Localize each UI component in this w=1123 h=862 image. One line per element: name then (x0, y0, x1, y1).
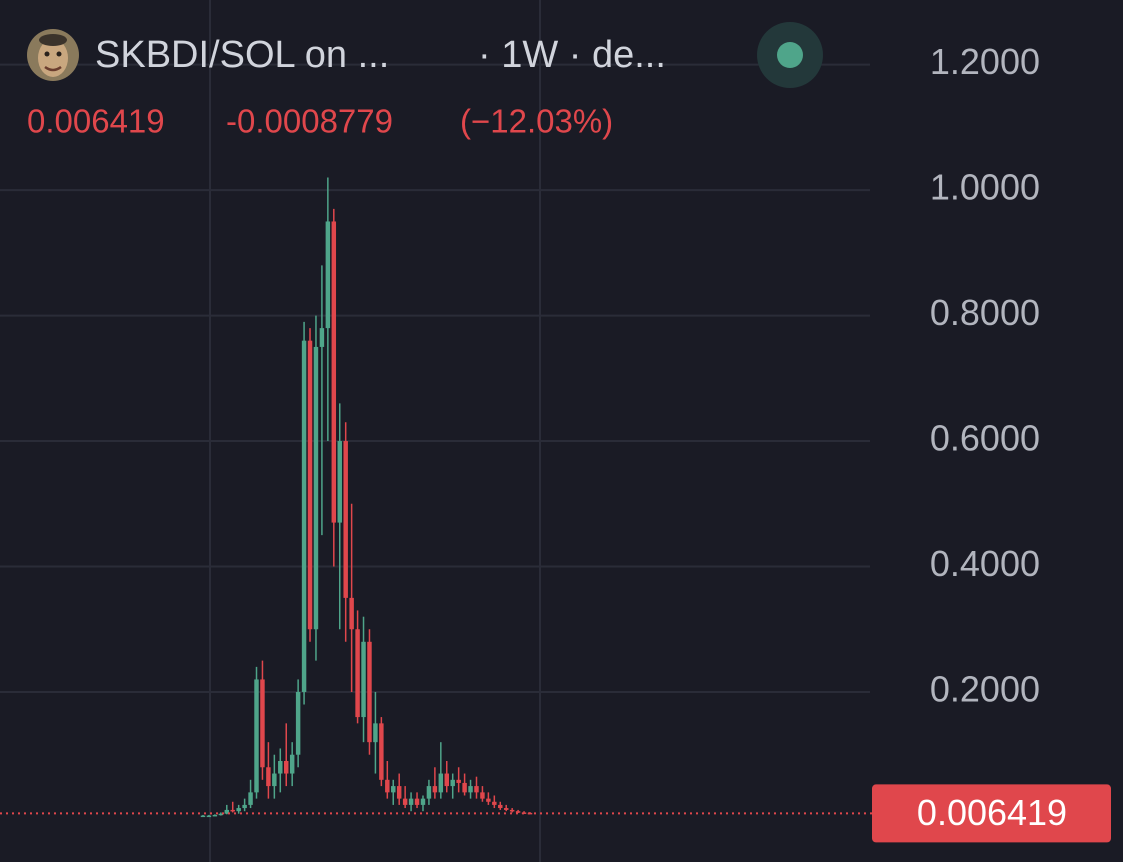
candle-body (462, 782, 467, 793)
candle-body (289, 754, 295, 774)
candle-body (420, 798, 426, 805)
chart-title: SKBDI/SOL on ... (95, 34, 389, 76)
candle-body (450, 779, 455, 787)
candle-body (337, 441, 342, 523)
candle-body (355, 629, 360, 718)
candle-body (527, 812, 533, 815)
candle-body (242, 804, 247, 809)
candle-body (272, 773, 277, 787)
price-change-percent: (−12.03%) (460, 103, 613, 140)
candle-body (444, 773, 449, 787)
candle-body (385, 779, 390, 793)
candle-body (200, 815, 206, 818)
candle-body (456, 779, 461, 783)
candle-body (278, 760, 283, 774)
candle-body (349, 597, 354, 630)
avatar-mouth (44, 65, 62, 72)
y-tick-label: 0.6000 (930, 418, 1040, 459)
candle-body (402, 798, 408, 805)
candle-body (492, 801, 497, 805)
candle-body (248, 792, 253, 805)
candle-body (301, 340, 307, 692)
candle-body (319, 328, 325, 347)
candle-body (498, 804, 503, 809)
candle-body (266, 767, 271, 787)
candle-body (254, 679, 259, 793)
last-price-tag-label: 0.006419 (917, 792, 1067, 833)
candle-body (521, 812, 527, 814)
y-tick-label: 0.4000 (930, 543, 1040, 584)
candles (200, 177, 533, 818)
candle-body (509, 809, 515, 812)
candle-body (391, 786, 396, 793)
candle-body (515, 811, 521, 813)
chart-subtitle: · 1W · de... (478, 34, 666, 76)
last-price: 0.006419 (27, 103, 165, 140)
candle-body (331, 221, 337, 523)
candle-body (313, 346, 319, 630)
candle-body (396, 786, 402, 799)
candle-body (206, 815, 212, 818)
candle-body (343, 441, 348, 598)
candle-body (284, 760, 289, 774)
candle-body (230, 809, 235, 812)
candle-body (236, 808, 241, 812)
price-change: -0.0008779 (226, 103, 393, 140)
y-tick-label: 0.2000 (930, 668, 1040, 709)
y-tick-label: 1.2000 (930, 41, 1040, 82)
last-price-tag (872, 784, 1111, 843)
candle-body (468, 786, 473, 793)
candle-body (432, 786, 438, 793)
avatar (27, 29, 79, 81)
candle-body (295, 691, 301, 755)
candle-body (325, 221, 331, 329)
candle-body (379, 723, 384, 780)
status-dot[interactable] (777, 42, 803, 68)
candle-body (438, 773, 444, 793)
candle-body (218, 813, 224, 816)
candle-body (224, 809, 230, 814)
candle-body (367, 641, 372, 743)
candle-body (373, 723, 378, 743)
candle-body (260, 679, 265, 768)
candle-body (486, 798, 491, 802)
price-tag: 0.006419 (0, 784, 1111, 843)
avatar-hair (39, 34, 67, 46)
candle-body (426, 786, 432, 799)
grid: 0.2000 0.4000 0.6000 0.8000 1.0000 1.2000 (0, 41, 1040, 709)
candle-body (503, 808, 509, 810)
candle-body (408, 798, 414, 805)
candle-body (474, 786, 479, 793)
y-tick-label: 0.8000 (930, 292, 1040, 333)
candle-body (414, 798, 420, 805)
avatar-eye (56, 51, 62, 57)
candle-body (361, 641, 366, 718)
y-tick-label: 1.0000 (930, 167, 1040, 208)
candle-body (480, 792, 485, 799)
candle-body (212, 814, 218, 817)
candle-body (307, 340, 313, 630)
avatar-eye (44, 51, 50, 57)
